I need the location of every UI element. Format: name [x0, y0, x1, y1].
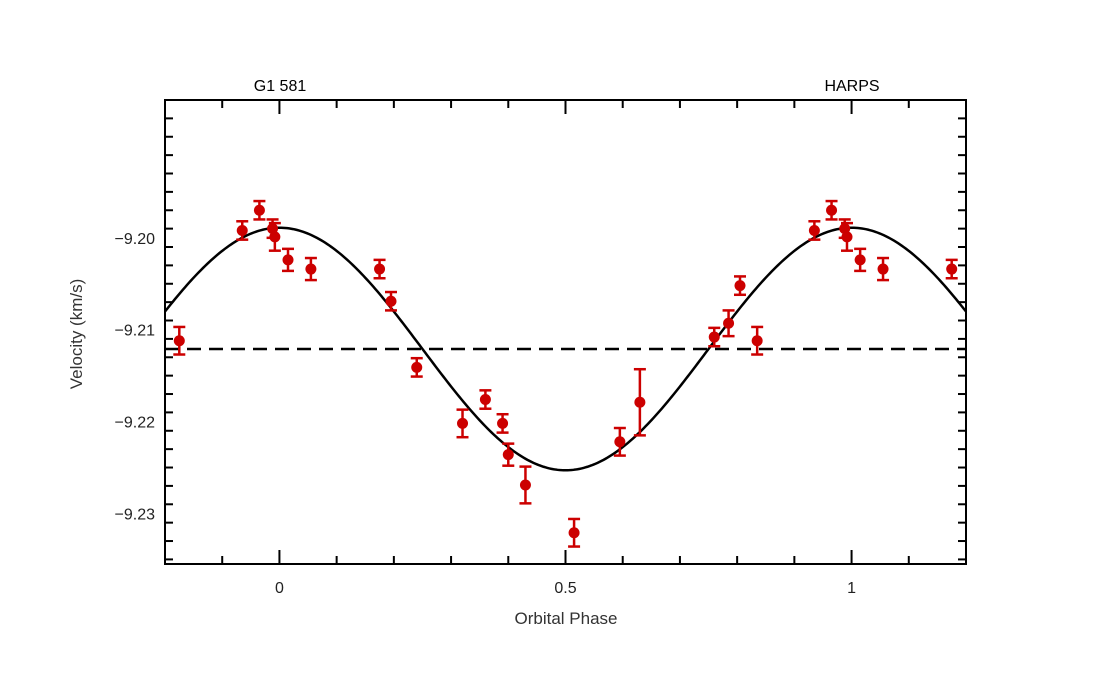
- data-point: [877, 256, 890, 282]
- data-marker: [374, 263, 386, 275]
- data-point: [633, 367, 646, 437]
- data-point: [722, 309, 735, 338]
- star-name-label: G1 581: [254, 78, 307, 95]
- data-marker: [519, 479, 531, 491]
- data-point: [840, 221, 853, 252]
- data-marker: [614, 436, 626, 448]
- data-marker: [826, 204, 838, 216]
- y-tick-label: −9.22: [115, 415, 156, 432]
- y-tick-label: −9.23: [115, 506, 156, 523]
- plot-frame: [164, 99, 967, 565]
- data-marker: [479, 394, 491, 406]
- data-marker: [734, 280, 746, 292]
- x-tick-label: 1: [847, 580, 856, 597]
- data-point: [945, 258, 958, 280]
- data-point: [373, 258, 386, 280]
- data-marker: [305, 263, 317, 275]
- data-marker: [841, 231, 853, 243]
- data-marker: [253, 204, 265, 216]
- x-tick-label: 0: [275, 580, 284, 597]
- data-marker: [282, 254, 294, 266]
- data-marker: [634, 396, 646, 408]
- y-axis-title: Velocity (km/s): [67, 279, 86, 390]
- data-point: [384, 290, 397, 312]
- data-point: [519, 465, 532, 505]
- data-marker: [411, 361, 423, 373]
- data-point: [236, 220, 249, 241]
- data-point: [479, 389, 492, 410]
- data-marker: [173, 335, 185, 347]
- instrument-label: HARPS: [824, 78, 879, 95]
- tick-labels: 0 0.5 1 −9.20 −9.21 −9.22 −9.23: [115, 231, 857, 597]
- data-marker: [946, 263, 958, 275]
- data-marker: [568, 527, 580, 539]
- data-marker: [854, 254, 866, 266]
- data-marker: [751, 335, 763, 347]
- data-marker: [236, 224, 248, 236]
- data-marker: [269, 231, 281, 243]
- data-point: [708, 326, 721, 348]
- data-point: [808, 220, 821, 241]
- data-point: [854, 247, 867, 273]
- data-point: [268, 221, 281, 252]
- data-points: [173, 199, 958, 548]
- data-point: [502, 442, 515, 467]
- data-point: [282, 247, 295, 273]
- data-point: [456, 408, 469, 439]
- data-point: [304, 256, 317, 282]
- data-point: [613, 426, 626, 457]
- data-point: [825, 199, 838, 221]
- data-point: [253, 199, 266, 221]
- y-tick-label: −9.20: [115, 231, 156, 248]
- data-marker: [385, 295, 397, 307]
- model-sine-curve: [164, 226, 967, 472]
- data-point: [751, 325, 764, 356]
- data-marker: [808, 224, 820, 236]
- data-marker: [457, 417, 469, 429]
- data-marker: [877, 263, 889, 275]
- data-point: [734, 275, 747, 297]
- data-point: [410, 356, 423, 378]
- data-marker: [723, 317, 735, 329]
- axis-ticks: [164, 100, 967, 564]
- data-point: [496, 412, 509, 434]
- data-point: [173, 325, 186, 356]
- data-marker: [502, 449, 514, 461]
- x-tick-label: 0.5: [554, 580, 576, 597]
- y-tick-label: −9.21: [115, 323, 156, 340]
- data-marker: [497, 417, 509, 429]
- x-axis-title: Orbital Phase: [515, 609, 618, 628]
- data-marker: [708, 331, 720, 343]
- data-point: [568, 517, 581, 548]
